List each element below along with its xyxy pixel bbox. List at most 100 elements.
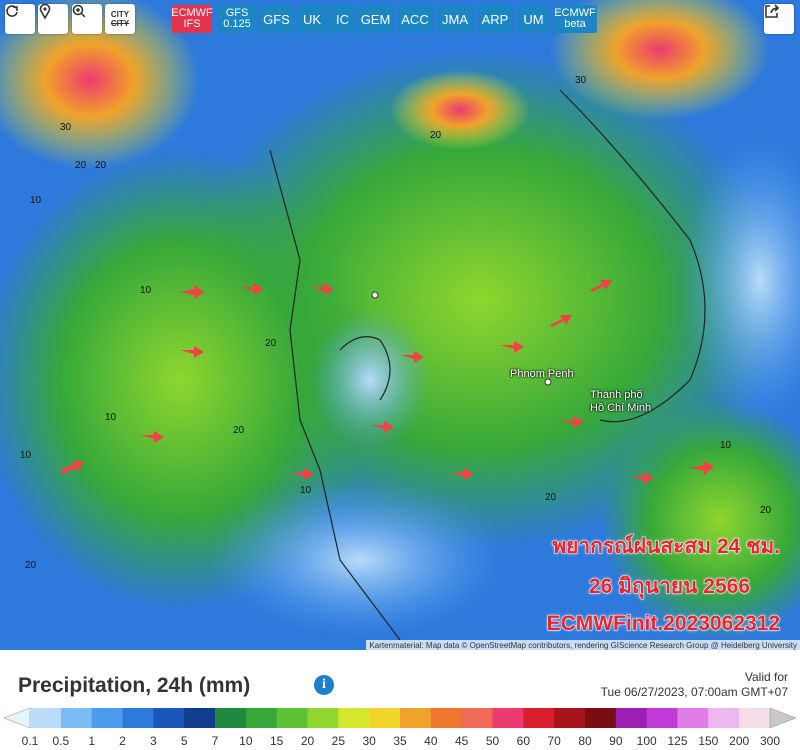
contour-label: 20 [233,425,245,436]
model-label: 0.125 [223,18,251,30]
scale-label: 15 [270,734,284,748]
city-label: CITY [110,10,130,19]
scale-segment [739,708,771,728]
scale-label: 125 [667,734,687,748]
contour-label: 30 [575,75,587,86]
place-label: Phnom Penh [510,368,574,380]
share-icon [765,4,780,18]
forecast-date: 26 มิถุนายน 2566 [588,575,750,599]
valid-label: Valid for [744,670,788,684]
scale-segment [585,708,617,728]
model-button[interactable]: GFS [259,5,294,33]
scale-label: 100 [637,734,657,748]
color-scale: 0.1 0.5 1 2 3 5 7 10 15 20 25 30 35 40 45 50 60 70 80 90 100… [3,707,797,748]
zoom-icon [72,4,86,18]
model-label: IFS [183,18,201,30]
scale-label: 3 [150,734,157,748]
model-label: JMA [442,11,468,27]
scale-label: 1 [88,734,95,748]
model-button[interactable]: ARP [477,5,513,33]
scale-label: 7 [212,734,219,748]
share-button[interactable] [764,4,794,34]
scale-label: 0.1 [22,734,39,748]
place-label: Thành phố [590,389,643,401]
model-label: UM [523,11,544,27]
scale-segment [430,708,463,728]
contour-label: 20 [95,160,107,171]
scale-segment [400,708,432,728]
scale-label: 25 [332,734,346,748]
scale-label: 80 [578,734,592,748]
scale-segment [492,708,524,728]
model-button[interactable]: ECMWF beta [553,5,597,33]
scale-label: 300 [760,734,780,748]
scale-segment [369,708,401,728]
contour-label: 20 [265,338,277,349]
contour-label: 20 [430,130,442,141]
scale-label: 200 [729,734,749,748]
refresh-button[interactable] [5,4,35,34]
scale-segment [153,708,185,728]
model-label: GFS [263,11,290,27]
model-label: UK [302,11,322,27]
info-button[interactable]: i [314,675,334,695]
scale-segment [60,708,93,728]
model-label: GEM [360,11,391,27]
contour-label: 10 [300,485,312,496]
scale-label: 20 [301,734,315,748]
location-button[interactable] [38,4,68,34]
city-button[interactable]: CITY CITY [105,4,135,34]
scale-segment [307,708,339,728]
scale-label: 10 [239,734,253,748]
scale-segment [245,708,278,728]
attribution: Kartenmaterial: Map data © OpenStreetMap… [366,640,800,650]
contour-label: 30 [60,122,72,133]
contour-label: 20 [25,560,37,571]
scale-segment [30,708,62,728]
model-button[interactable]: ACC [397,5,433,33]
contour-label: 20 [760,505,772,516]
model-label: IC [336,11,349,27]
model-button[interactable]: JMA [437,5,473,33]
scale-segment [215,708,247,728]
forecast-caption: พยากรณ์ฝนสะสม 24 ชม. [552,535,781,559]
scale-label: 90 [609,734,623,748]
scale-label: 2 [119,734,126,748]
scale-segment [91,708,123,728]
scale-label: 0.5 [52,734,69,748]
contour-label: 10 [105,412,117,423]
legend-title: Precipitation, 24h (mm) [18,674,251,697]
scale-segment [708,708,740,728]
scale-label: 70 [547,734,561,748]
contour-label: 10 [720,440,732,451]
model-label: ECMWF [554,7,596,19]
city-label: CITY [110,19,130,28]
city-toggle: CITY CITY [111,10,129,28]
model-label: ECMWF [171,7,213,19]
model-label: ARP [481,11,509,27]
model-button[interactable]: UM [517,5,550,33]
model-button[interactable]: ECMWF IFS [171,5,213,33]
place-label: Hồ Chí Minh [590,402,652,414]
scale-label: 30 [362,734,376,748]
model-button[interactable]: UK [297,5,327,33]
scale-segment [276,708,308,728]
scale-segment [615,708,648,728]
model-init: ECMWFinit.2023062312 [546,612,780,636]
precip-field [0,0,800,650]
scale-segment [338,708,370,728]
model-button[interactable]: GEM [358,5,393,33]
scale-label: 35 [393,734,407,748]
contour-label: 10 [30,195,42,206]
scale-segment [461,708,493,728]
valid-time: Tue 06/27/2023, 07:00am GMT+07 [600,685,788,699]
location-icon [39,4,51,20]
model-button[interactable]: GFS 0.125 [217,5,257,33]
zoom-button[interactable] [72,4,102,34]
scale-label: 45 [455,734,469,748]
legend-panel: Precipitation, 24h (mm) i Valid for Tue … [0,650,800,750]
scale-segment [646,708,678,728]
model-button[interactable]: IC [330,5,355,33]
scale-label: 40 [424,734,438,748]
